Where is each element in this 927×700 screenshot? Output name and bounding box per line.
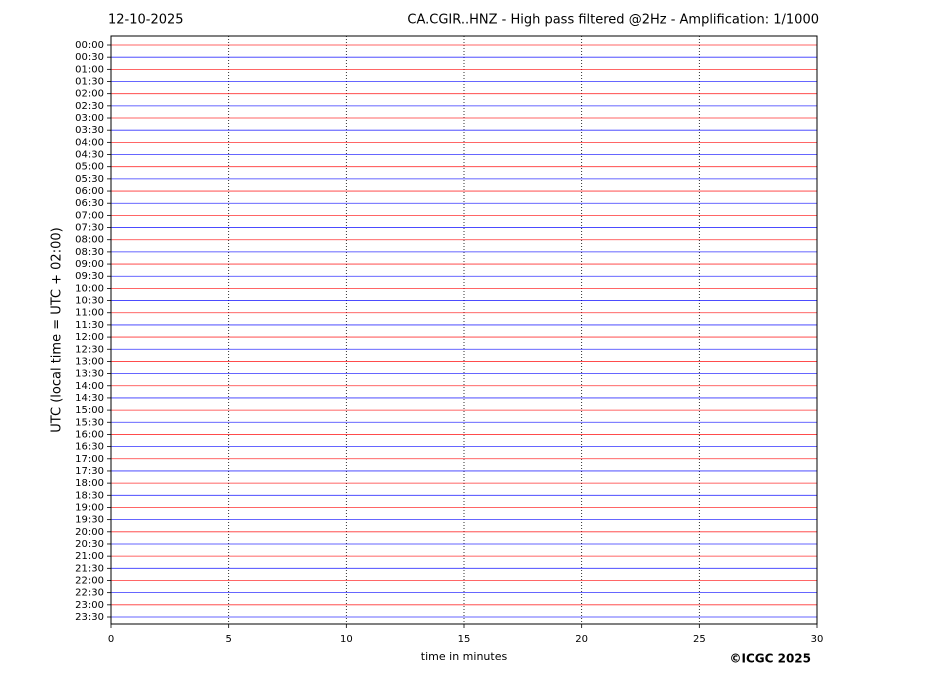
y-tick-label: 00:30: [75, 52, 104, 63]
y-tick-label: 03:00: [75, 113, 104, 124]
y-tick-label: 11:00: [75, 308, 104, 319]
y-tick-label: 20:30: [75, 539, 104, 550]
credit: ©ICGC 2025: [729, 652, 811, 666]
y-tick-label: 05:00: [75, 162, 104, 173]
x-tick-label: 5: [225, 634, 231, 645]
y-tick-label: 15:30: [75, 417, 104, 428]
y-tick-label: 05:30: [75, 174, 104, 185]
y-tick-label: 02:00: [75, 89, 104, 100]
y-tick-label: 01:30: [75, 77, 104, 88]
y-tick-label: 06:30: [75, 198, 104, 209]
y-tick-label: 09:00: [75, 259, 104, 270]
y-tick-label: 07:30: [75, 223, 104, 234]
y-tick-label: 04:30: [75, 150, 104, 161]
y-tick-label: 12:00: [75, 332, 104, 343]
x-tick-label: 20: [575, 634, 588, 645]
y-tick-label: 01:00: [75, 64, 104, 75]
y-tick-label: 16:00: [75, 429, 104, 440]
y-tick-label: 22:00: [75, 575, 104, 586]
y-tick-label: 17:30: [75, 466, 104, 477]
y-tick-label: 08:00: [75, 235, 104, 246]
chart-title: CA.CGIR..HNZ - High pass filtered @2Hz -…: [407, 13, 819, 28]
plot-frame: [110, 35, 818, 625]
y-tick-label: 19:00: [75, 502, 104, 513]
x-tick-label: 25: [693, 634, 706, 645]
y-tick-label: 21:00: [75, 551, 104, 562]
y-tick-label: 10:30: [75, 296, 104, 307]
y-tick-label: 04:00: [75, 137, 104, 148]
x-tick-label: 15: [458, 634, 471, 645]
x-tick-label: 0: [108, 634, 114, 645]
y-tick-label: 20:00: [75, 527, 104, 538]
y-tick-label: 07:00: [75, 210, 104, 221]
y-tick-label: 17:00: [75, 454, 104, 465]
y-tick-label: 10:00: [75, 283, 104, 294]
y-tick-label: 14:00: [75, 381, 104, 392]
date: 12-10-2025: [108, 13, 184, 28]
y-tick-label: 09:30: [75, 271, 104, 282]
x-tick-label: 10: [340, 634, 353, 645]
y-tick-label: 00:00: [75, 40, 104, 51]
y-axis-label: UTC (local time = UTC + 02:00): [50, 227, 65, 432]
y-tick-label: 13:30: [75, 369, 104, 380]
x-tick-label: 30: [811, 634, 824, 645]
y-tick-label: 16:30: [75, 442, 104, 453]
y-tick-label: 12:30: [75, 344, 104, 355]
y-tick-label: 19:30: [75, 515, 104, 526]
y-tick-label: 03:30: [75, 125, 104, 136]
y-tick-label: 18:00: [75, 478, 104, 489]
y-tick-label: 02:30: [75, 101, 104, 112]
y-tick-label: 18:30: [75, 490, 104, 501]
y-tick-label: 15:00: [75, 405, 104, 416]
y-tick-label: 06:00: [75, 186, 104, 197]
y-tick-label: 08:30: [75, 247, 104, 258]
y-tick-label: 23:30: [75, 612, 104, 623]
y-tick-label: 11:30: [75, 320, 104, 331]
y-tick-label: 23:00: [75, 600, 104, 611]
y-tick-label: 14:30: [75, 393, 104, 404]
y-tick-label: 22:30: [75, 588, 104, 599]
x-axis-label: time in minutes: [421, 650, 508, 663]
y-tick-label: 13:00: [75, 356, 104, 367]
y-tick-label: 21:30: [75, 563, 104, 574]
